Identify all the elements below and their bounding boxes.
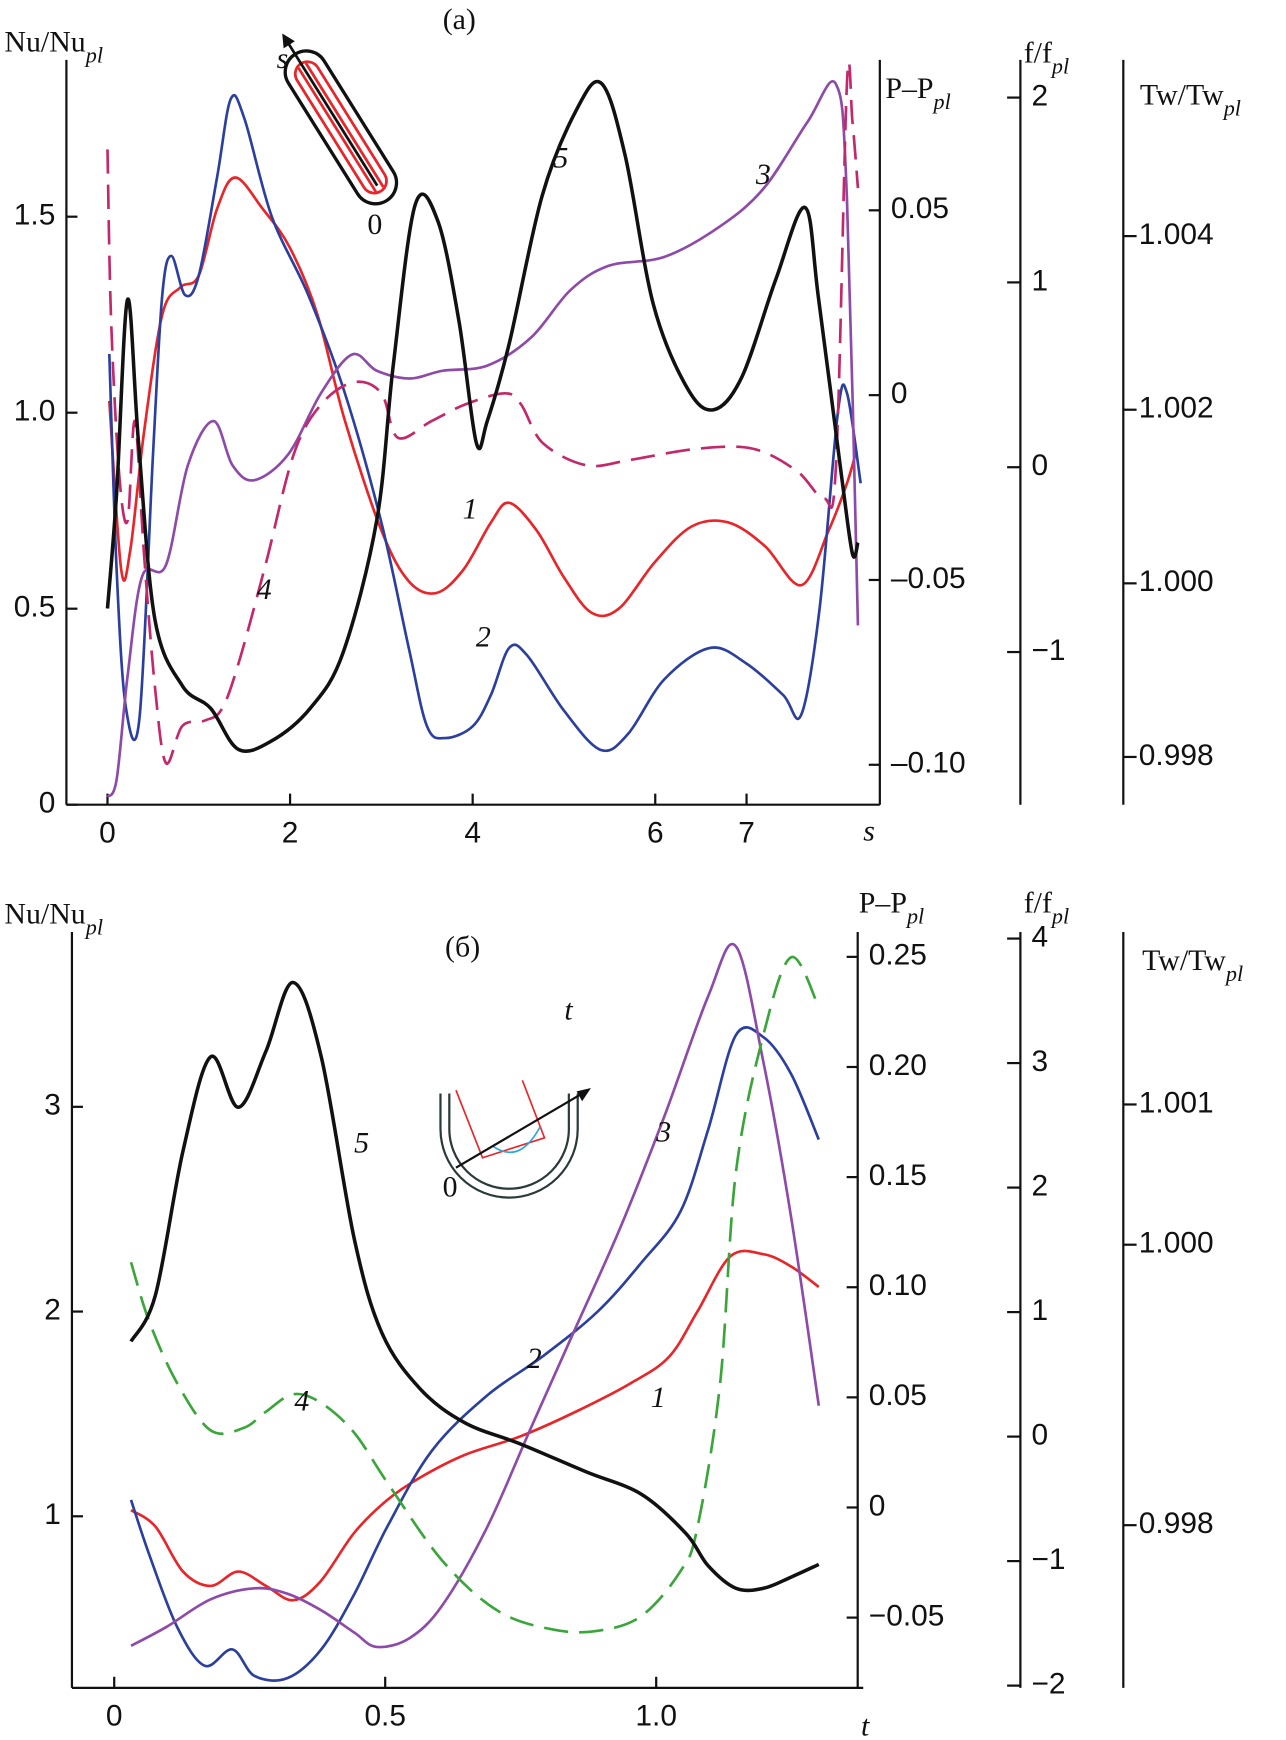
curve-label: 4 [257,573,272,606]
series-line [129,980,820,1593]
y4-tick-label: 1.004 [1139,218,1214,251]
y2-tick-label: 0.20 [869,1049,927,1082]
y-tick-label: 3 [44,1089,61,1122]
y3-tick-label: 0 [1031,1418,1048,1451]
axis-title-main: P–P [859,886,907,919]
y-axis-title: Nu/Nupl [4,25,103,67]
y-axis-title: Nu/Nupl [4,897,103,939]
y4-tick-label: 1.000 [1139,565,1214,598]
series-line [129,955,820,1634]
y-tick-label: 2 [44,1293,61,1326]
y3-tick-label: 1 [1031,1294,1048,1327]
chart-title: (б) [445,931,480,964]
axis-title-main: Tw/Tw [1140,78,1224,111]
axis-title-main: Tw/Tw [1142,944,1226,977]
y3-axis-title: f/fpl [1024,36,1069,78]
axis-title-sub: pl [84,42,103,67]
curve-label: 5 [553,141,568,174]
inset-label: 0 [443,1171,458,1204]
y4-axis-title: Tw/Twpl [1142,944,1243,986]
x-tick-label: 0 [106,1700,123,1733]
x-tick-label: 7 [738,816,755,849]
axis-title-main: Nu/Nu [4,25,85,58]
y3-tick-label: 3 [1031,1045,1048,1078]
axis-title-sub: pl [1224,961,1243,986]
y-tick-label: 1 [44,1498,61,1531]
curve-label: 3 [755,158,771,191]
axis-title-main: f/f [1024,36,1052,69]
y3-tick-label: −2 [1031,1668,1065,1701]
y2-axis-title: P–Ppl [885,72,950,114]
curve-label: 2 [476,621,491,654]
series-line [107,93,862,753]
y2-tick-label: 0.10 [869,1269,927,1302]
axis-title-sub: pl [84,914,103,939]
curve-label: 4 [294,1384,309,1417]
curve-label: 1 [463,492,478,525]
y3-tick-label: 0 [1031,449,1048,482]
y2-tick-label: 0.05 [869,1379,927,1412]
y2-tick-label: 0 [891,377,908,410]
y3-tick-label: 2 [1031,79,1048,112]
axis-title-sub: pl [1050,53,1069,78]
y-tick-label: 0.5 [14,591,56,624]
y2-tick-label: –0.10 [891,747,966,780]
x-tick-label: 1.0 [635,1700,677,1733]
curve-label: 1 [651,1381,666,1414]
series-line [105,79,860,753]
curve-label: 2 [527,1342,542,1375]
y4-tick-label: 0.998 [1139,1507,1214,1540]
y4-tick-label: 0.998 [1139,739,1214,772]
y2-tick-label: –0.05 [891,562,966,595]
axis-title-sub: pl [1050,903,1069,928]
y3-tick-label: 4 [1031,920,1048,953]
x-tick-label: 0 [99,816,116,849]
y2-axis-title: P–Ppl [859,886,924,928]
axis-title-main: Nu/Nu [4,897,85,930]
y2-tick-label: 0 [869,1489,886,1522]
y4-tick-label: 1.000 [1139,1227,1214,1260]
y2-tick-label: 0.15 [869,1159,927,1192]
axis-title-sub: pl [1222,95,1241,120]
y3-tick-label: 1 [1031,264,1048,297]
series-line [129,1026,821,1682]
y3-axis-title: f/fpl [1024,886,1069,928]
axis-title-sub: pl [905,903,924,928]
y-tick-label: 0 [39,787,56,820]
y2-tick-label: 0.05 [891,192,949,225]
y2-tick-label: −0.05 [869,1599,945,1632]
series-line [130,1249,820,1602]
y4-axis-title: Tw/Twpl [1140,78,1241,120]
inset-racetrack [282,33,399,206]
chart-title: (a) [443,3,476,36]
y2-tick-label: 0.25 [869,939,927,972]
inset-label: 0 [367,208,382,241]
series-line [106,80,860,798]
inset-label: s [277,42,289,75]
curve-label: 3 [655,1115,671,1148]
series-line [107,176,858,618]
series-line [130,942,821,1649]
curve-label: 5 [354,1126,369,1159]
y-tick-label: 1.0 [14,395,56,428]
y3-tick-label: −1 [1031,634,1065,667]
inset-label: t [564,994,573,1027]
x-axis-title: t [861,1710,870,1740]
y3-tick-label: −1 [1031,1543,1065,1576]
x-tick-label: 0.5 [364,1700,406,1733]
inset-u-bend [439,1079,591,1199]
axis-title-main: P–P [885,72,933,105]
y4-tick-label: 1.001 [1139,1086,1214,1119]
series-line [106,61,860,765]
x-tick-label: 2 [282,816,299,849]
x-tick-label: 4 [464,816,481,849]
x-axis-title: s [863,814,875,847]
axis-title-main: f/f [1024,886,1052,919]
x-tick-label: 6 [647,816,664,849]
axis-title-sub: pl [932,88,951,113]
y-tick-label: 1.5 [14,199,56,232]
y3-tick-label: 2 [1031,1169,1048,1202]
y4-tick-label: 1.002 [1139,392,1214,425]
